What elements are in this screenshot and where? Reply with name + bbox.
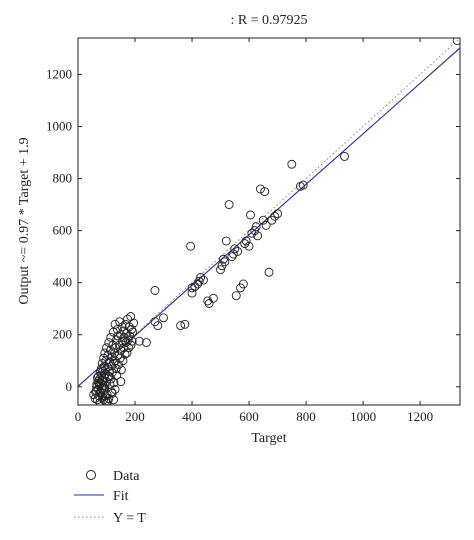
data-point [218,254,228,264]
data-point [118,356,128,366]
data-point [153,321,163,331]
data-point [194,276,204,286]
y-tick-label: 1200 [46,66,72,81]
y-tick-label: 800 [53,171,73,186]
y-tick-label: 600 [53,223,73,238]
data-point [180,319,190,329]
y-tick-label: 1000 [46,118,72,133]
data-point [116,377,126,387]
data-points [89,38,460,405]
data-point [198,275,208,285]
x-tick-label: 0 [75,409,82,424]
data-point [238,279,248,289]
data-point [240,239,250,249]
y-axis: 0 200 400 600 800 1000 1200 [46,66,460,394]
data-point [241,236,251,246]
data-point [452,38,460,46]
data-point [264,267,274,277]
data-point [109,378,119,388]
data-point [129,318,139,328]
x-tick-label: 400 [182,409,202,424]
data-point [126,340,136,350]
data-point [110,384,120,394]
data-point [224,200,234,210]
x-axis: 0 200 400 600 800 1000 1200 [75,38,433,424]
data-point [208,293,218,303]
data-point [256,184,265,194]
data-point [231,291,241,301]
data-point [230,244,240,254]
data-point [103,396,113,405]
data-point [340,151,349,161]
data-point [100,365,110,375]
data-point [127,336,137,346]
data-point [116,365,126,375]
data-point [258,215,268,225]
data-point [250,226,260,236]
data-point [273,209,282,219]
data-point [220,257,230,267]
data-point [104,371,114,381]
data-point [103,362,113,372]
data-point [134,336,144,346]
data-point [99,395,109,405]
data-point [251,222,261,232]
data-point [95,387,105,397]
data-point [298,180,308,190]
x-axis-title: Target [251,431,286,446]
legend-yt-label: Y = T [113,511,146,526]
legend-data-label: Data [113,469,140,484]
data-point [176,321,186,331]
legend-fit-label: Fit [113,489,129,504]
y-tick-label: 400 [53,275,73,290]
data-point [141,338,151,347]
data-point [107,361,117,371]
y-axis-title: Output ~= 0.97 * Target + 1.9 [17,137,32,304]
data-point [287,159,297,169]
data-point [102,397,111,405]
chart-title: : R = 0.97925 [230,13,307,28]
data-point [103,351,113,360]
data-point [120,349,130,359]
data-point [122,348,132,358]
x-tick-label: 800 [296,409,316,424]
data-point [115,317,125,327]
data-point [92,373,102,383]
data-point [128,327,138,337]
data-point [227,252,237,262]
x-tick-label: 1000 [350,409,376,424]
data-point [121,338,131,347]
x-tick-label: 1200 [407,409,433,424]
y-tick-label: 0 [66,379,73,394]
data-point [260,187,270,197]
data-point [196,273,206,282]
plot-area [77,37,461,406]
data-point [91,386,101,396]
x-tick-label: 200 [125,409,145,424]
data-point [203,296,213,306]
data-point [270,211,280,221]
x-tick-label: 600 [239,409,259,424]
data-point [221,236,231,246]
y-tick-label: 200 [53,327,73,342]
data-point [94,378,104,388]
data-point [261,220,271,230]
data-point [97,375,107,385]
data-point [253,231,263,241]
legend: Data Fit Y = T [74,469,146,526]
data-point [246,210,255,220]
data-point [186,241,196,251]
y-equals-t-line [78,38,460,388]
data-point [113,351,123,360]
data-point [228,249,238,259]
data-point [117,322,127,332]
data-point [159,313,168,323]
data-point [247,228,257,238]
data-point [233,246,243,256]
data-point [216,265,225,275]
data-point [244,241,254,251]
data-point [150,286,160,295]
legend-data-marker [86,470,96,480]
